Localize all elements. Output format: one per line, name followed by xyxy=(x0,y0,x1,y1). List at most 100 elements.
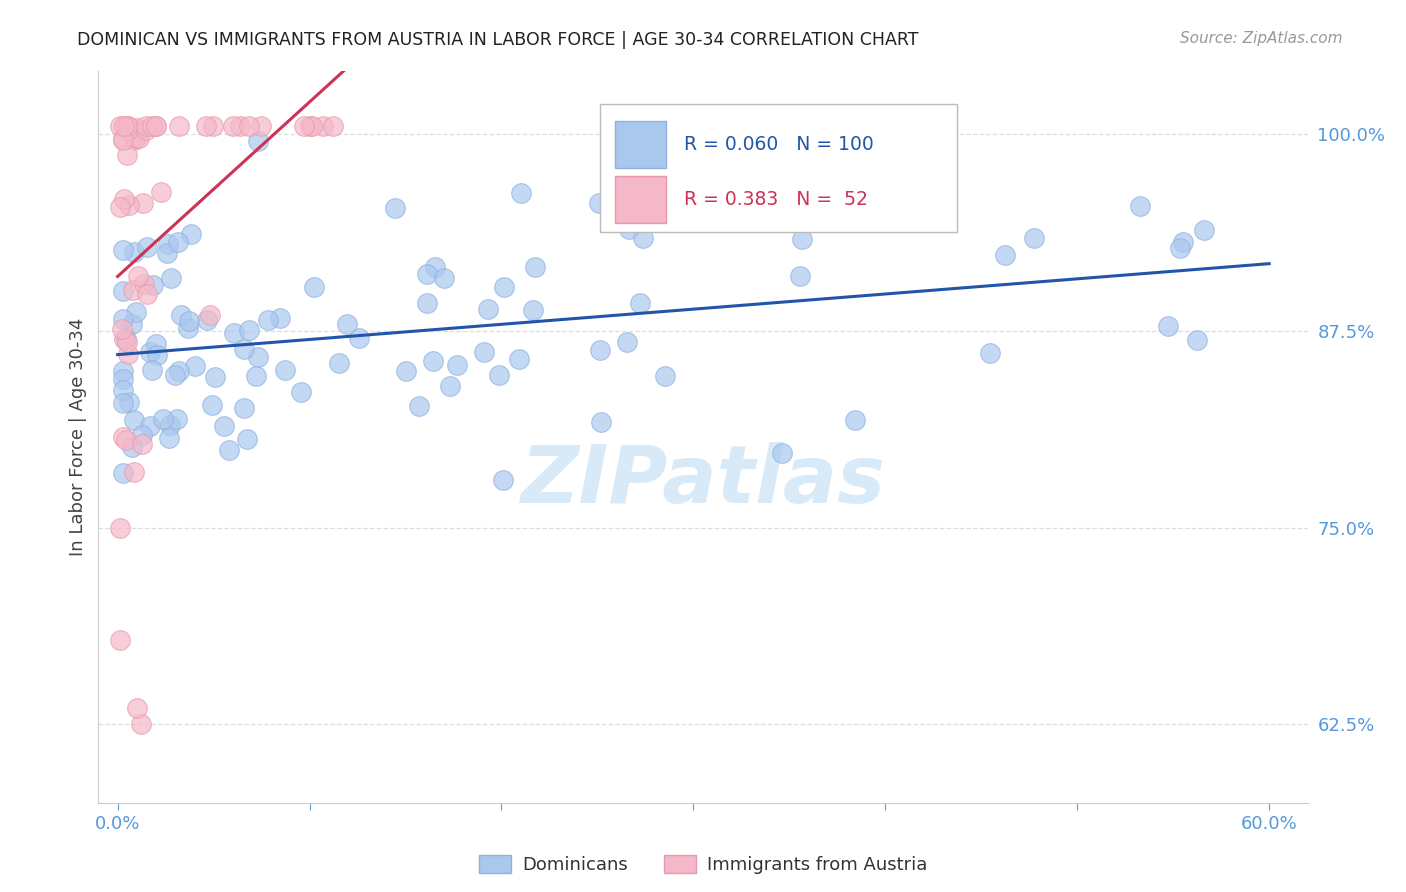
Point xyxy=(180,227,202,241)
Point xyxy=(108,632,131,647)
Point xyxy=(135,123,157,137)
Point xyxy=(616,335,638,350)
Point xyxy=(312,120,335,134)
Point xyxy=(166,411,188,425)
Point xyxy=(139,418,162,433)
Point xyxy=(167,364,190,378)
Point xyxy=(125,130,148,145)
Point xyxy=(524,260,547,274)
Point xyxy=(141,363,163,377)
Text: ZIPatlas: ZIPatlas xyxy=(520,442,886,520)
Text: R = 0.060   N = 100: R = 0.060 N = 100 xyxy=(683,135,873,154)
Point xyxy=(194,120,217,134)
Point xyxy=(170,308,193,322)
Point xyxy=(121,440,143,454)
Point xyxy=(233,342,256,356)
Point xyxy=(204,370,226,384)
Point xyxy=(328,356,350,370)
Point xyxy=(335,318,357,332)
Point xyxy=(131,428,153,442)
Point xyxy=(245,368,267,383)
Point xyxy=(115,120,138,134)
Point xyxy=(177,321,200,335)
Point xyxy=(112,192,135,206)
Point xyxy=(115,433,138,447)
Point xyxy=(628,296,651,310)
Point xyxy=(246,134,269,148)
FancyBboxPatch shape xyxy=(614,176,665,223)
Point xyxy=(422,353,444,368)
Point xyxy=(136,240,159,254)
Point xyxy=(508,352,530,367)
Point xyxy=(395,364,418,378)
Point xyxy=(145,120,167,134)
Point xyxy=(979,346,1001,360)
Point xyxy=(125,121,148,136)
FancyBboxPatch shape xyxy=(614,120,665,169)
Point xyxy=(994,248,1017,262)
Point xyxy=(229,120,252,134)
Point xyxy=(588,343,610,357)
Point xyxy=(238,323,260,337)
Point xyxy=(1022,231,1045,245)
Point xyxy=(789,268,811,283)
Point xyxy=(112,284,135,298)
Point xyxy=(522,302,544,317)
Point xyxy=(423,260,446,275)
Point xyxy=(167,120,190,134)
Point xyxy=(214,418,236,433)
Point xyxy=(177,314,200,328)
Point xyxy=(269,311,291,326)
Point xyxy=(111,132,134,146)
Point xyxy=(617,222,640,236)
Point xyxy=(218,443,240,458)
Legend: Dominicans, Immigrants from Austria: Dominicans, Immigrants from Austria xyxy=(471,847,935,881)
Point xyxy=(302,279,325,293)
Point xyxy=(122,283,145,297)
Point xyxy=(117,347,139,361)
Point xyxy=(145,120,167,134)
Point xyxy=(472,345,495,359)
Point xyxy=(274,363,297,377)
Point xyxy=(112,332,135,346)
Text: DOMINICAN VS IMMIGRANTS FROM AUSTRIA IN LABOR FORCE | AGE 30-34 CORRELATION CHAR: DOMINICAN VS IMMIGRANTS FROM AUSTRIA IN … xyxy=(77,31,920,49)
Point xyxy=(1129,198,1152,212)
Point xyxy=(408,399,430,413)
Point xyxy=(111,322,134,336)
Point xyxy=(131,196,153,211)
Point xyxy=(136,286,159,301)
Point xyxy=(347,331,370,345)
Point xyxy=(183,359,205,373)
Point xyxy=(122,245,145,260)
Point xyxy=(222,326,245,340)
Point xyxy=(117,123,139,137)
Point xyxy=(166,235,188,249)
Point xyxy=(115,147,138,161)
Point xyxy=(152,412,174,426)
Point xyxy=(108,520,131,534)
Point xyxy=(112,466,135,480)
Point xyxy=(202,120,225,134)
Point xyxy=(127,128,149,142)
Point xyxy=(250,120,273,134)
Point xyxy=(492,474,515,488)
Point xyxy=(654,368,676,383)
Point xyxy=(112,372,135,386)
Point xyxy=(108,120,131,134)
Point xyxy=(112,120,135,134)
Point xyxy=(145,348,167,362)
Point xyxy=(433,270,456,285)
Point xyxy=(1168,241,1191,255)
Point xyxy=(257,313,280,327)
Point xyxy=(129,717,152,731)
Point xyxy=(655,209,678,223)
Point xyxy=(384,201,406,215)
Point xyxy=(127,269,149,284)
Point xyxy=(195,312,218,326)
Point xyxy=(124,413,146,427)
Point xyxy=(121,317,143,331)
Point xyxy=(439,379,461,393)
Point xyxy=(125,701,148,715)
Text: Source: ZipAtlas.com: Source: ZipAtlas.com xyxy=(1180,31,1343,46)
Point xyxy=(117,334,139,349)
